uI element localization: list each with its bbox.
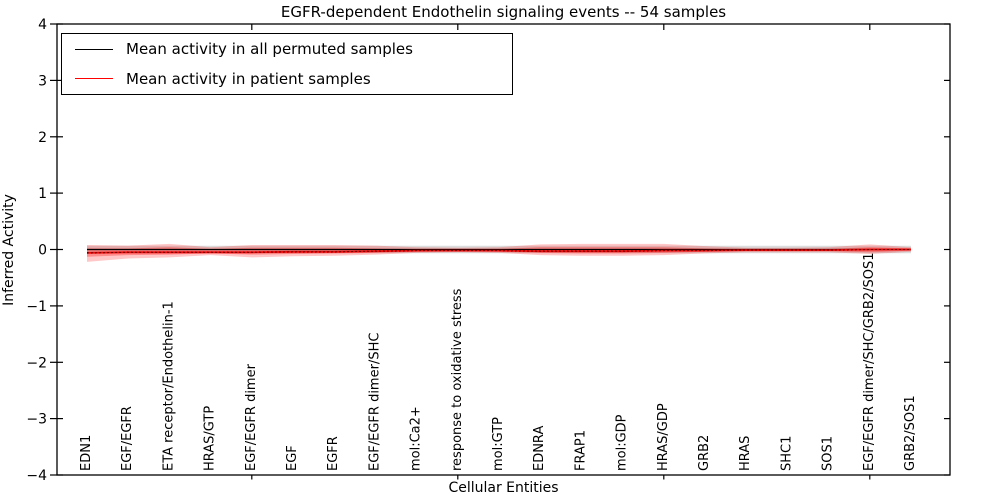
y-tick-label: −1 — [26, 299, 47, 315]
x-category-label: ETA receptor/Endothelin-1 — [161, 301, 176, 471]
y-tick-label: 0 — [38, 243, 47, 259]
x-axis-title: Cellular Entities — [448, 480, 559, 496]
x-category-label: mol:GTP — [491, 417, 506, 471]
y-tick-label: 1 — [38, 186, 47, 202]
x-category-label: EGF/EGFR — [120, 406, 135, 471]
x-category-label: EDN1 — [79, 435, 94, 471]
x-category-label: EGF/EGFR dimer — [244, 363, 259, 471]
y-tick-label: 4 — [38, 17, 47, 33]
x-category-label: HRAS/GDP — [656, 403, 671, 471]
x-category-label: GRB2 — [697, 435, 712, 471]
x-category-label: GRB2/SOS1 — [903, 395, 918, 471]
legend: Mean activity in all permuted samples Me… — [61, 33, 513, 95]
y-tick-label: −2 — [26, 355, 47, 371]
x-category-label: EDNRA — [532, 426, 547, 471]
x-category-label: HRAS/GTP — [203, 406, 218, 471]
y-tick-label: −3 — [26, 412, 47, 428]
series-line-2 — [86, 248, 911, 254]
chart-title: EGFR-dependent Endothelin signaling even… — [280, 3, 727, 21]
patient-line-sample — [75, 78, 113, 80]
x-category-label: mol:GDP — [615, 414, 630, 471]
x-category-label: EGF/EGFR dimer/SHC — [367, 333, 382, 471]
y-tick-label: −4 — [26, 468, 47, 484]
legend-label-patient: Mean activity in patient samples — [126, 69, 371, 88]
x-category-label: HRAS — [738, 436, 753, 471]
x-category-label: EGF — [285, 445, 300, 471]
x-category-label: SHC1 — [779, 436, 794, 471]
x-category-label: EGF/EGFR dimer/SHC/GRB2/SOS1 — [862, 252, 877, 471]
legend-entry-permuted: Mean activity in all permuted samples — [62, 35, 512, 63]
x-category-label: response to oxidative stress — [450, 288, 465, 471]
permuted-line-sample — [75, 48, 113, 50]
y-tick-label: 2 — [38, 130, 47, 146]
legend-entry-patient: Mean activity in patient samples — [62, 65, 512, 93]
x-category-label: SOS1 — [821, 436, 836, 471]
x-category-label: mol:Ca2+ — [409, 406, 424, 471]
band-1 — [87, 243, 911, 262]
x-category-label: EGFR — [326, 436, 341, 471]
y-axis-title: Inferred Activity — [1, 194, 17, 306]
x-category-label: FRAP1 — [573, 430, 588, 471]
y-tick-label: 3 — [38, 73, 47, 89]
legend-label-permuted: Mean activity in all permuted samples — [126, 40, 413, 59]
